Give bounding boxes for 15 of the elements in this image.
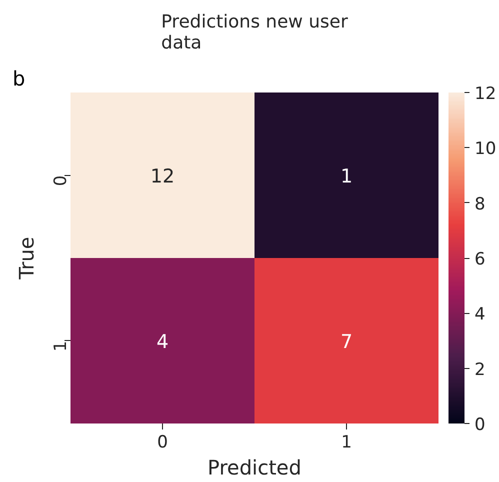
color-bar-label: 0 [474,415,486,435]
data-label: 4 [156,330,169,353]
chart-title: Predictions new user data [161,12,348,54]
data-label: 12 [150,165,175,188]
x-axis-title: Predicted [208,456,302,480]
color-bar-label: 8 [474,194,486,214]
y-axis-title: True [14,236,38,280]
color-bar-label: 12 [474,84,496,104]
color-bar-label: 10 [474,139,496,160]
text: b [12,66,26,90]
color-bar-label: 2 [474,360,486,380]
data-label: 1 [340,165,353,188]
color-bar-label: 6 [474,250,486,270]
data-label: 7 [340,330,353,353]
color-bar-label: 4 [474,304,486,325]
